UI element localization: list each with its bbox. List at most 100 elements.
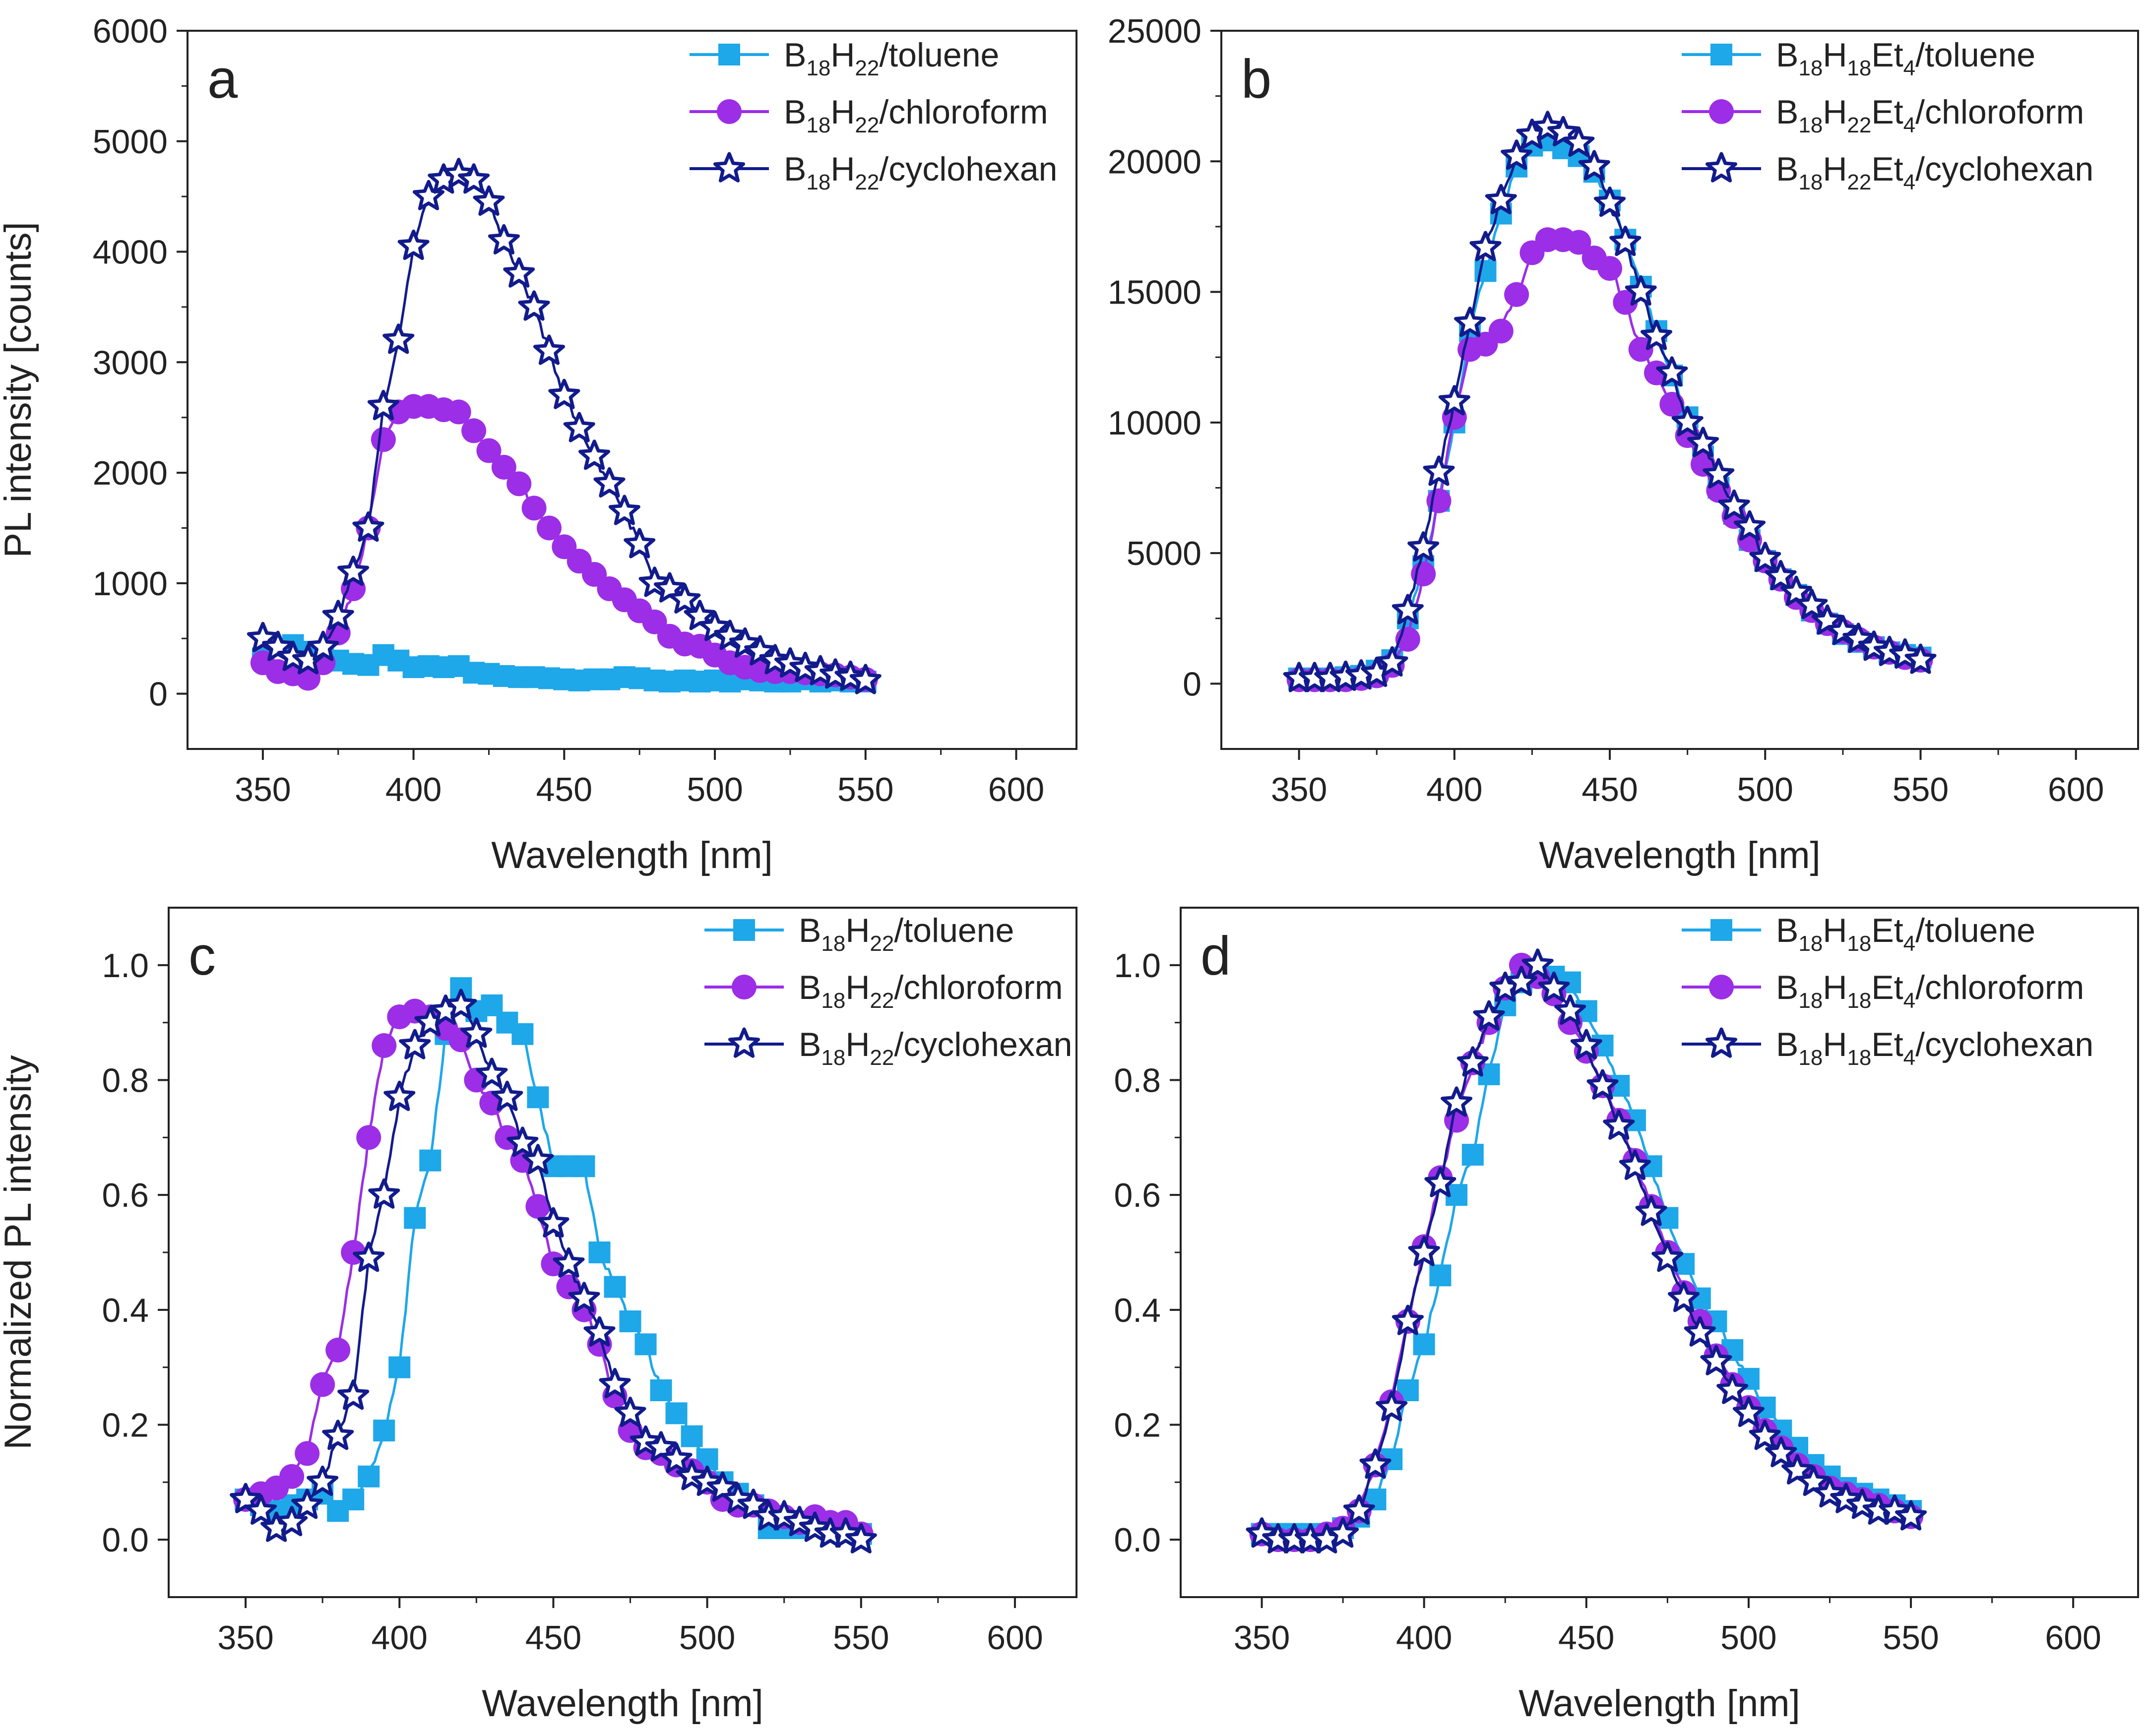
data-point: [578, 439, 611, 470]
data-point: [322, 1420, 354, 1450]
data-point: [307, 630, 339, 661]
legend-label: B18H22/cyclohexan: [784, 150, 1057, 194]
legend-marker: [1709, 975, 1734, 999]
data-point: [548, 378, 580, 409]
x-tick-label: 600: [2048, 771, 2104, 808]
series-star: [1246, 948, 1927, 1553]
data-point: [1733, 510, 1766, 541]
data-point: [1554, 994, 1586, 1025]
data-point: [1327, 1517, 1359, 1548]
y-axis-title: Normalized PL intensity: [0, 1055, 39, 1450]
legend-label: B18H22/cyclohexan: [799, 1026, 1072, 1070]
data-point: [337, 556, 370, 586]
y-tick-label: 5000: [93, 123, 168, 161]
data-point: [1641, 319, 1672, 350]
legend-label: B18H18Et4/chloroform: [1776, 969, 2084, 1013]
x-tick-label: 550: [1883, 1619, 1939, 1657]
data-point: [1485, 184, 1517, 214]
chart-panel-a: 350 400 450 500 550 6000100020003000400050006…: [0, 12, 1077, 876]
data-point: [536, 515, 562, 541]
x-tick-label: 500: [1737, 771, 1793, 808]
data-point: [488, 224, 520, 254]
legend-label: B18H18Et4/toluene: [1776, 912, 2035, 956]
legend: B18H22/toluene B18H22/chloroform B18H22/cy…: [690, 36, 1057, 194]
data-point: [563, 412, 595, 442]
data-point: [458, 163, 490, 194]
data-point: [310, 1372, 335, 1397]
data-point: [1749, 1420, 1781, 1450]
data-point: [445, 989, 477, 1019]
data-point: [383, 1080, 416, 1111]
x-axis-title: Wavelength [nm]: [1518, 1682, 1800, 1725]
x-tick-label: 450: [536, 771, 592, 808]
data-point: [371, 427, 396, 452]
legend-label: B18H22Et4/cyclohexan: [1776, 150, 2093, 194]
data-point: [476, 1057, 508, 1088]
panel-letter: a: [207, 49, 238, 110]
data-point: [491, 1080, 523, 1111]
chart-panel-b: 350 400 450 500 550 600 0 5000 10000 15000 20000 25…: [1108, 12, 2139, 876]
legend-marker: [717, 99, 742, 124]
x-axis-title: Wavelength [nm]: [491, 834, 772, 876]
data-point: [1628, 337, 1653, 362]
data-point: [1521, 948, 1554, 979]
legend-marker: [733, 919, 755, 941]
legend-label: B18H22/chloroform: [799, 969, 1063, 1013]
legend-label: B18H22Et4/chloroform: [1776, 93, 2084, 137]
legend-marker: [713, 152, 745, 183]
data-point: [573, 1155, 595, 1178]
data-point: [1408, 1236, 1440, 1266]
data-point: [1609, 226, 1642, 256]
y-tick-label: 1.0: [1114, 947, 1161, 985]
legend-marker: [1709, 99, 1734, 124]
data-point: [1359, 1448, 1391, 1479]
data-point: [588, 1241, 611, 1263]
data-point: [553, 1247, 585, 1278]
x-tick-label: 350: [235, 771, 291, 808]
data-point: [619, 1310, 641, 1332]
data-point: [669, 583, 701, 614]
y-tick-label: 1000: [93, 565, 168, 603]
data-point: [1765, 560, 1797, 591]
data-point: [352, 511, 384, 542]
y-tick-label: 20000: [1108, 143, 1201, 181]
data-point: [1904, 643, 1937, 674]
data-point: [1461, 1144, 1484, 1166]
data-point: [325, 1337, 351, 1363]
x-tick-label: 350: [1234, 1619, 1290, 1657]
data-point: [1718, 489, 1750, 520]
data-point: [397, 229, 430, 260]
data-point: [356, 1125, 381, 1150]
data-point: [1501, 139, 1533, 170]
data-point: [1441, 1086, 1473, 1117]
data-point: [473, 185, 505, 216]
data-point: [1732, 1396, 1765, 1427]
data-point: [279, 1464, 305, 1489]
legend-marker: [1710, 919, 1732, 941]
data-point: [849, 664, 882, 694]
y-tick-label: 0: [1183, 665, 1201, 703]
y-tick-label: 3000: [93, 344, 168, 381]
data-point: [1594, 186, 1626, 217]
legend-marker: [1706, 152, 1737, 183]
y-tick-label: 0: [149, 676, 168, 713]
y-tick-label: 25000: [1108, 12, 1201, 50]
data-point: [291, 1488, 323, 1519]
data-point: [1413, 1333, 1435, 1356]
x-tick-label: 550: [833, 1619, 889, 1657]
data-point: [353, 1241, 385, 1272]
data-point: [461, 418, 487, 443]
data-point: [665, 1402, 688, 1425]
data-point: [373, 1420, 395, 1442]
data-point: [608, 495, 640, 525]
data-point: [845, 1523, 877, 1553]
data-point: [476, 438, 502, 463]
data-point: [1597, 256, 1623, 281]
data-point: [342, 1488, 365, 1511]
data-point: [525, 1194, 551, 1219]
data-point: [614, 1396, 646, 1427]
x-tick-label: 450: [1558, 1619, 1614, 1657]
series-line: [262, 171, 867, 685]
plot-frame: [187, 30, 1077, 750]
legend-label: B18H18Et4/toluene: [1776, 36, 2035, 80]
